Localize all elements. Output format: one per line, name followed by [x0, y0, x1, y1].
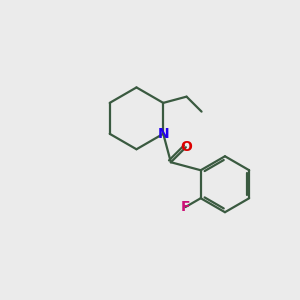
- Text: N: N: [158, 127, 169, 141]
- Text: F: F: [181, 200, 190, 214]
- Text: O: O: [180, 140, 192, 154]
